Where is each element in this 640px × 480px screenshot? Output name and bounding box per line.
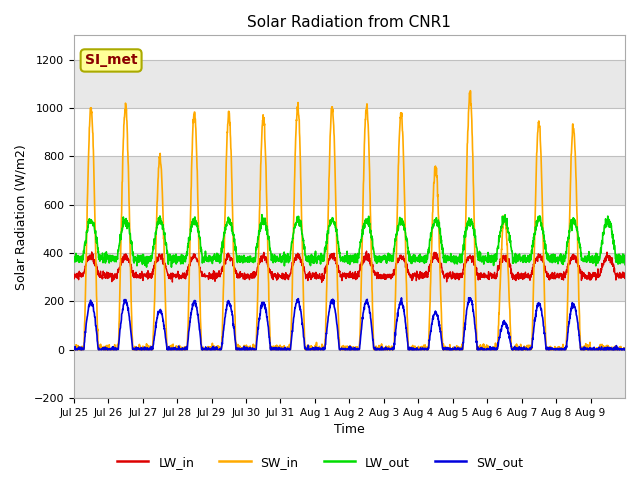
LW_in bbox=[547, 276, 555, 281]
Bar bbox=[74, 253, 625, 301]
LW_in bbox=[516, 273, 524, 278]
SW_in bbox=[516, 346, 524, 352]
LW_out bbox=[621, 262, 629, 267]
SW_out bbox=[125, 313, 133, 319]
Bar bbox=[74, 108, 625, 156]
LW_out bbox=[516, 254, 524, 260]
LW_in bbox=[125, 260, 132, 265]
LW_in bbox=[318, 279, 326, 285]
LW_in bbox=[383, 272, 390, 278]
Bar bbox=[74, 60, 625, 108]
SW_in bbox=[244, 347, 252, 352]
LW_in bbox=[244, 271, 252, 277]
Title: Solar Radiation from CNR1: Solar Radiation from CNR1 bbox=[248, 15, 451, 30]
SW_out bbox=[621, 347, 629, 352]
Line: LW_in: LW_in bbox=[74, 251, 625, 282]
SW_out bbox=[383, 346, 390, 351]
Bar bbox=[74, 349, 625, 398]
Text: SI_met: SI_met bbox=[85, 53, 138, 68]
SW_out bbox=[614, 345, 621, 350]
SW_out bbox=[547, 347, 555, 352]
LW_out bbox=[244, 254, 252, 260]
LW_out bbox=[547, 256, 555, 262]
Bar bbox=[74, 204, 625, 253]
Legend: LW_in, SW_in, LW_out, SW_out: LW_in, SW_in, LW_out, SW_out bbox=[112, 451, 528, 474]
SW_in bbox=[614, 347, 621, 352]
LW_in bbox=[363, 248, 371, 254]
SW_in bbox=[70, 345, 77, 350]
Line: SW_out: SW_out bbox=[74, 298, 625, 349]
SW_out bbox=[70, 346, 77, 351]
LW_out bbox=[383, 254, 390, 260]
X-axis label: Time: Time bbox=[334, 423, 365, 436]
SW_out bbox=[71, 347, 79, 352]
Bar bbox=[74, 156, 625, 204]
SW_out bbox=[465, 295, 472, 300]
SW_in bbox=[125, 200, 133, 205]
LW_in bbox=[621, 274, 629, 280]
Line: SW_in: SW_in bbox=[74, 91, 625, 349]
Bar bbox=[74, 301, 625, 349]
SW_in bbox=[70, 347, 78, 352]
SW_in bbox=[383, 347, 390, 352]
SW_in bbox=[547, 344, 555, 350]
Y-axis label: Solar Radiation (W/m2): Solar Radiation (W/m2) bbox=[15, 144, 28, 289]
SW_out bbox=[516, 347, 524, 352]
LW_out bbox=[168, 264, 175, 270]
LW_in bbox=[70, 270, 77, 276]
LW_out bbox=[614, 255, 621, 261]
Line: LW_out: LW_out bbox=[74, 215, 625, 267]
LW_out bbox=[258, 212, 266, 217]
LW_in bbox=[614, 270, 621, 276]
LW_out bbox=[70, 259, 77, 264]
SW_out bbox=[244, 347, 252, 352]
SW_in bbox=[621, 346, 629, 351]
SW_in bbox=[467, 88, 474, 94]
LW_out bbox=[125, 220, 132, 226]
